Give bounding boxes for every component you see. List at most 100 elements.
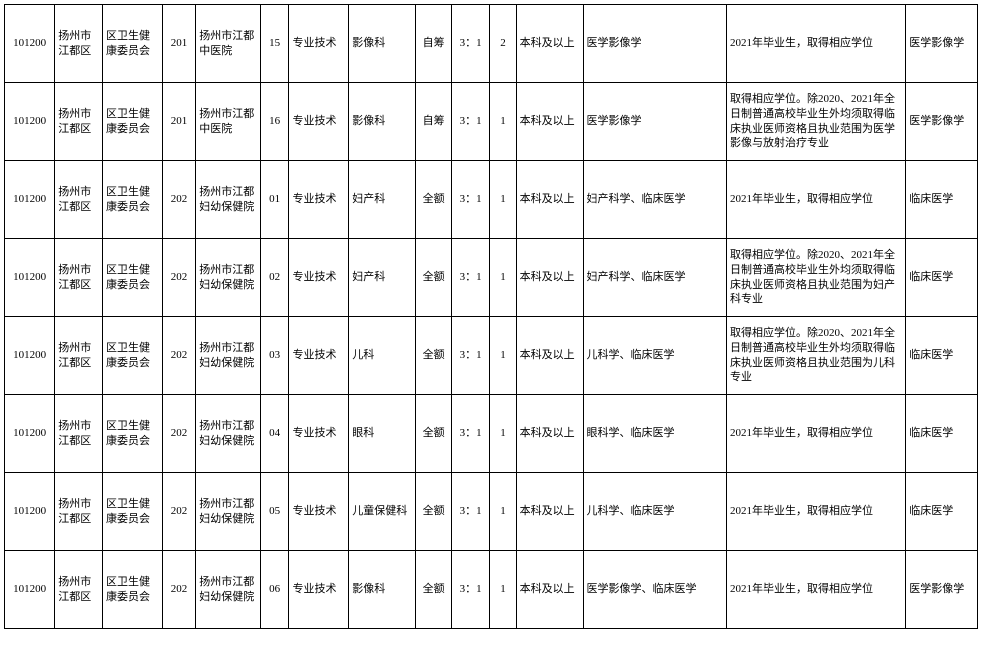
cell-pos_code: 05 [260,473,289,551]
cell-code: 101200 [5,239,55,317]
cell-funding: 全额 [416,239,452,317]
cell-exam: 医学影像学 [906,5,978,83]
table-row: 101200扬州市江都区区卫生健康委员会202扬州市江都妇幼保健院04专业技术眼… [5,395,978,473]
cell-require: 2021年毕业生，取得相应学位 [726,473,905,551]
cell-exam: 临床医学 [906,395,978,473]
cell-edu: 本科及以上 [516,395,583,473]
cell-region: 扬州市江都区 [55,395,103,473]
cell-count: 1 [490,551,516,629]
cell-pos_code: 16 [260,83,289,161]
cell-specialty: 儿童保健科 [349,473,416,551]
cell-code: 101200 [5,473,55,551]
cell-specialty: 影像科 [349,83,416,161]
cell-dept: 区卫生健康委员会 [103,239,163,317]
cell-pos_code: 01 [260,161,289,239]
cell-ratio: 3：1 [452,395,490,473]
cell-unit_code: 201 [162,5,195,83]
cell-dept: 区卫生健康委员会 [103,317,163,395]
cell-edu: 本科及以上 [516,239,583,317]
cell-count: 1 [490,239,516,317]
cell-dept: 区卫生健康委员会 [103,161,163,239]
cell-funding: 全额 [416,395,452,473]
cell-dept: 区卫生健康委员会 [103,395,163,473]
table-row: 101200扬州市江都区区卫生健康委员会202扬州市江都妇幼保健院03专业技术儿… [5,317,978,395]
cell-specialty: 妇产科 [349,161,416,239]
cell-pos_code: 15 [260,5,289,83]
cell-major: 妇产科学、临床医学 [583,239,726,317]
cell-funding: 自筹 [416,83,452,161]
cell-unit_code: 202 [162,239,195,317]
cell-edu: 本科及以上 [516,161,583,239]
cell-region: 扬州市江都区 [55,161,103,239]
cell-ratio: 3：1 [452,161,490,239]
cell-pos_type: 专业技术 [289,473,349,551]
cell-unit: 扬州市江都妇幼保健院 [196,395,261,473]
cell-edu: 本科及以上 [516,83,583,161]
cell-dept: 区卫生健康委员会 [103,551,163,629]
cell-pos_type: 专业技术 [289,5,349,83]
recruitment-table: 101200扬州市江都区区卫生健康委员会201扬州市江都中医院15专业技术影像科… [4,4,978,629]
cell-unit_code: 202 [162,395,195,473]
table-body: 101200扬州市江都区区卫生健康委员会201扬州市江都中医院15专业技术影像科… [5,5,978,629]
cell-major: 医学影像学 [583,83,726,161]
cell-ratio: 3：1 [452,5,490,83]
cell-code: 101200 [5,161,55,239]
cell-major: 眼科学、临床医学 [583,395,726,473]
cell-require: 取得相应学位。除2020、2021年全日制普通高校毕业生外均须取得临床执业医师资… [726,239,905,317]
cell-code: 101200 [5,5,55,83]
cell-exam: 临床医学 [906,239,978,317]
cell-ratio: 3：1 [452,551,490,629]
cell-region: 扬州市江都区 [55,317,103,395]
cell-count: 2 [490,5,516,83]
cell-major: 医学影像学、临床医学 [583,551,726,629]
cell-specialty: 影像科 [349,5,416,83]
cell-code: 101200 [5,83,55,161]
cell-unit_code: 202 [162,161,195,239]
cell-pos_type: 专业技术 [289,551,349,629]
cell-specialty: 儿科 [349,317,416,395]
cell-region: 扬州市江都区 [55,473,103,551]
cell-count: 1 [490,161,516,239]
cell-region: 扬州市江都区 [55,239,103,317]
cell-unit: 扬州市江都妇幼保健院 [196,161,261,239]
cell-unit: 扬州市江都妇幼保健院 [196,473,261,551]
cell-require: 2021年毕业生，取得相应学位 [726,5,905,83]
cell-dept: 区卫生健康委员会 [103,5,163,83]
cell-pos_code: 04 [260,395,289,473]
cell-pos_code: 02 [260,239,289,317]
cell-edu: 本科及以上 [516,473,583,551]
cell-pos_type: 专业技术 [289,161,349,239]
cell-count: 1 [490,83,516,161]
cell-pos_code: 06 [260,551,289,629]
cell-edu: 本科及以上 [516,317,583,395]
cell-funding: 全额 [416,551,452,629]
cell-code: 101200 [5,551,55,629]
cell-specialty: 眼科 [349,395,416,473]
cell-require: 取得相应学位。除2020、2021年全日制普通高校毕业生外均须取得临床执业医师资… [726,83,905,161]
cell-exam: 临床医学 [906,317,978,395]
cell-ratio: 3：1 [452,473,490,551]
cell-require: 2021年毕业生，取得相应学位 [726,551,905,629]
cell-ratio: 3：1 [452,239,490,317]
cell-unit_code: 202 [162,473,195,551]
cell-pos_type: 专业技术 [289,239,349,317]
cell-region: 扬州市江都区 [55,83,103,161]
cell-pos_type: 专业技术 [289,83,349,161]
cell-require: 取得相应学位。除2020、2021年全日制普通高校毕业生外均须取得临床执业医师资… [726,317,905,395]
cell-major: 妇产科学、临床医学 [583,161,726,239]
cell-unit: 扬州市江都中医院 [196,5,261,83]
cell-require: 2021年毕业生，取得相应学位 [726,395,905,473]
cell-specialty: 妇产科 [349,239,416,317]
cell-major: 医学影像学 [583,5,726,83]
cell-count: 1 [490,395,516,473]
table-row: 101200扬州市江都区区卫生健康委员会201扬州市江都中医院15专业技术影像科… [5,5,978,83]
cell-region: 扬州市江都区 [55,5,103,83]
table-row: 101200扬州市江都区区卫生健康委员会202扬州市江都妇幼保健院02专业技术妇… [5,239,978,317]
cell-edu: 本科及以上 [516,551,583,629]
cell-count: 1 [490,473,516,551]
cell-count: 1 [490,317,516,395]
cell-funding: 全额 [416,317,452,395]
cell-exam: 医学影像学 [906,83,978,161]
cell-unit_code: 201 [162,83,195,161]
cell-code: 101200 [5,395,55,473]
